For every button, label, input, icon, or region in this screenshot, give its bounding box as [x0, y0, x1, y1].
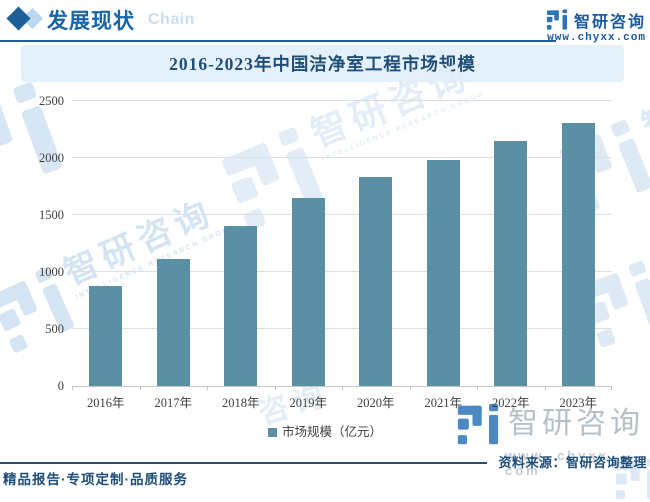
- x-axis-labels: 2016年 2017年 2018年 2019年 2020年 2021年 2022年 2023年: [72, 392, 612, 410]
- footer-tagline: 精品报告·专项定制·品质服务: [3, 472, 188, 487]
- axis-tick: [544, 386, 546, 390]
- bar: [426, 159, 460, 386]
- axis-tick: [477, 386, 478, 390]
- axis-tick: [409, 386, 411, 390]
- watermark-brand-text: 智研咨询: [508, 407, 644, 440]
- legend-label: 市场规模（亿元）: [281, 425, 382, 439]
- brand-name: 智研咨询: [573, 14, 646, 31]
- watermark-brand-text: 智研咨询: [636, 53, 650, 145]
- bar: [494, 141, 528, 386]
- watermark-logo-bottom-right: 智研咨询: [456, 403, 644, 447]
- x-tick-label: 2021年: [424, 396, 462, 410]
- bar: [224, 226, 258, 386]
- x-tick-label: 2023年: [559, 396, 597, 410]
- y-tick-label: 0: [57, 379, 64, 393]
- y-tick-label: 2000: [39, 151, 64, 165]
- x-tick-label: 2018年: [221, 396, 260, 410]
- legend-swatch: [267, 428, 277, 437]
- bar: [291, 197, 325, 386]
- y-tick-label: 1500: [39, 208, 64, 222]
- y-tick-label: 500: [45, 322, 64, 336]
- page-header: Chain 发展现状 智研咨询 www.chyxx.com: [0, 0, 650, 44]
- bar: [561, 122, 595, 386]
- gridline: [72, 328, 612, 329]
- brand-url: www.chyxx.com: [547, 32, 646, 44]
- source-note: 资料来源：智研咨询整理: [498, 455, 647, 470]
- gridline: [72, 271, 612, 272]
- footer-divider: [0, 462, 487, 464]
- axis-tick: [139, 386, 141, 390]
- section-title: 发展现状: [47, 10, 135, 33]
- gridline: [72, 100, 612, 101]
- axis-tick: [72, 386, 73, 390]
- axis-tick: [207, 386, 208, 390]
- bar: [89, 285, 123, 386]
- axis-tick: [274, 386, 276, 390]
- bar: [359, 177, 393, 386]
- axis-tick: [342, 386, 343, 390]
- gridline: [72, 157, 612, 158]
- watermark-url-text: www. chyxx. com: [505, 448, 616, 478]
- brand-logo: 智研咨询: [546, 8, 646, 32]
- x-tick-label: 2020年: [356, 396, 395, 410]
- plot-area: [72, 100, 612, 390]
- y-tick-label: 1000: [39, 265, 64, 279]
- x-tick-label: 2017年: [154, 396, 192, 410]
- chart-title-band: 2016-2023年中国洁净室工程市场规模: [21, 45, 624, 82]
- chart-legend: 市场规模（亿元）: [0, 421, 650, 442]
- brand-logo-icon: [546, 9, 568, 31]
- x-tick-label: 2022年: [491, 396, 530, 410]
- header-divider: [0, 40, 556, 42]
- y-axis-labels: 0 500 1000 1500 2000 2500: [0, 94, 64, 393]
- axis-tick: [611, 386, 612, 390]
- y-tick-label: 2500: [39, 94, 64, 108]
- gridline: [72, 214, 612, 215]
- diamond-icon: [6, 6, 31, 31]
- section-subtitle: Chain: [148, 11, 195, 28]
- x-tick-label: 2019年: [289, 396, 327, 410]
- chart-title: 2016-2023年中国洁净室工程市场规模: [169, 54, 476, 74]
- x-tick-label: 2016年: [86, 396, 125, 410]
- bar: [156, 258, 190, 386]
